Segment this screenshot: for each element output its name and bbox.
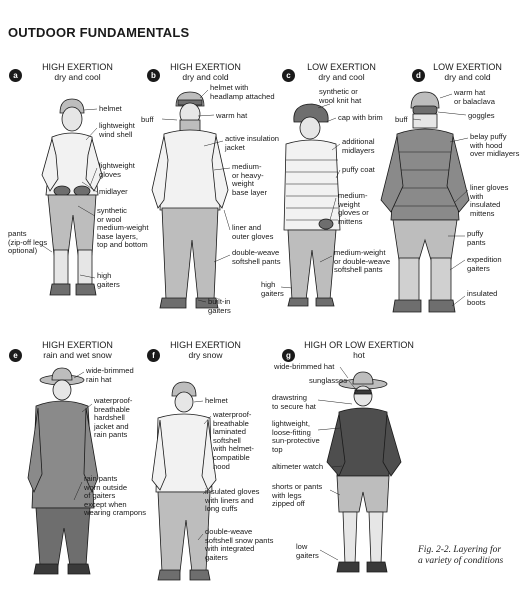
panel-a-letter: a bbox=[9, 69, 22, 82]
label-a-wind-shell: lightweight wind shell bbox=[99, 121, 135, 139]
panel-d-letter: d bbox=[412, 69, 425, 82]
label-b-gloves: liner and outer gloves bbox=[232, 223, 274, 241]
figure-a-illustration bbox=[41, 98, 103, 296]
label-e-hardshell: waterproof- breathable hardshell jacket … bbox=[94, 396, 133, 440]
panel-b-letter: b bbox=[147, 69, 160, 82]
label-c-midlayers: additional midlayers bbox=[342, 137, 375, 155]
figure-c-illustration bbox=[283, 103, 341, 307]
label-e-rain-hat: wide-brimmed rain hat bbox=[86, 366, 134, 384]
label-d-buff: buff bbox=[395, 115, 408, 124]
panel-d-heading: LOW EXERTION bbox=[433, 62, 502, 72]
label-c-gaiters: high gaiters bbox=[261, 280, 284, 298]
label-g-shorts: shorts or pants with legs zipped off bbox=[272, 482, 323, 509]
label-d-puffy-pants: puffy pants bbox=[467, 229, 486, 247]
label-b-helmet-headlamp: helmet with headlamp attached bbox=[210, 83, 275, 101]
label-a-gloves: lightweight gloves bbox=[99, 161, 135, 179]
panel-d-subheading: dry and cold bbox=[444, 72, 491, 82]
label-g-wide-brimmed-hat: wide-brimmed hat bbox=[274, 362, 335, 371]
figure-g-illustration bbox=[326, 371, 402, 573]
label-e-rain-pants-gaiters: rain pants worn outside of gaiters excep… bbox=[84, 474, 147, 518]
panel-g-subheading: hot bbox=[353, 350, 365, 360]
label-g-altimeter-watch: altimeter watch bbox=[272, 462, 324, 471]
panel-g-heading: HIGH OR LOW EXERTION bbox=[304, 340, 414, 350]
panel-e-letter: e bbox=[9, 349, 22, 362]
panel-b-heading: HIGH EXERTION bbox=[170, 62, 241, 72]
label-a-pants: pants (zip-off legs optional) bbox=[8, 229, 48, 256]
label-c-knit-hat: synthetic or wool knit hat bbox=[319, 87, 362, 105]
label-g-sun-top: lightweight, loose-fitting sun-protectiv… bbox=[272, 419, 320, 454]
panel-g-letter: g bbox=[282, 349, 295, 362]
label-f-snow-pants: double-weave softshell snow pants with i… bbox=[205, 527, 274, 562]
label-f-insulated-gloves: insulated gloves with liners and long cu… bbox=[205, 487, 260, 514]
label-b-warm-hat: warm hat bbox=[216, 111, 248, 120]
figure-caption: Fig. 2-2. Layering for a variety of cond… bbox=[418, 545, 504, 566]
figure-d-illustration bbox=[380, 91, 470, 313]
panel-f-subheading: dry snow bbox=[188, 350, 223, 360]
figure-b-illustration bbox=[151, 91, 229, 309]
label-d-hat-balaclava: warm hat or balaclava bbox=[454, 88, 495, 106]
label-f-softshell: waterproof- breathable laminated softshe… bbox=[213, 410, 254, 471]
label-f-helmet: helmet bbox=[205, 396, 228, 405]
label-d-belay-puffy: belay puffy with hood over midlayers bbox=[470, 132, 520, 159]
figure-f-illustration bbox=[151, 381, 217, 581]
label-g-drawstring: drawstring to secure hat bbox=[272, 393, 316, 411]
label-d-insulated-boots: insulated boots bbox=[467, 289, 498, 307]
label-b-insulation-jacket: active insulation jacket bbox=[225, 134, 280, 152]
label-g-sunglasses: sunglasses bbox=[309, 376, 347, 385]
label-b-base-layer: medium- or heavy- weight base layer bbox=[232, 162, 268, 197]
label-d-goggles: goggles bbox=[468, 111, 495, 120]
label-c-cap-with-brim: cap with brim bbox=[338, 113, 383, 122]
label-b-buff: buff bbox=[141, 115, 154, 124]
label-c-softshell-pants: medium-weight or double-weave softshell … bbox=[334, 248, 391, 275]
label-d-mittens: liner gloves with insulated mittens bbox=[470, 183, 509, 218]
label-b-softshell-pants: double-weave softshell pants bbox=[232, 248, 281, 266]
page-title: OUTDOOR FUNDAMENTALS bbox=[8, 25, 190, 40]
panel-c-letter: c bbox=[282, 69, 295, 82]
panel-e-subheading: rain and wet snow bbox=[43, 350, 112, 360]
label-a-gaiters: high gaiters bbox=[97, 271, 120, 289]
label-c-puffy-coat: puffy coat bbox=[342, 165, 375, 174]
figure-e-illustration bbox=[27, 367, 99, 575]
panel-c-subheading: dry and cool bbox=[318, 72, 365, 82]
label-a-midlayer: midlayer bbox=[99, 187, 128, 196]
label-a-base-layers: synthetic or wool medium-weight base lay… bbox=[97, 206, 149, 250]
panel-b-subheading: dry and cold bbox=[182, 72, 229, 82]
panel-a-subheading: dry and cool bbox=[54, 72, 101, 82]
panel-c-heading: LOW EXERTION bbox=[307, 62, 376, 72]
panel-e-heading: HIGH EXERTION bbox=[42, 340, 113, 350]
label-d-expedition-gaiters: expedition gaiters bbox=[467, 255, 502, 273]
label-b-built-in-gaiters: built-in gaiters bbox=[208, 297, 231, 315]
label-a-helmet: helmet bbox=[99, 104, 122, 113]
label-c-gloves: medium- weight gloves or mittens bbox=[338, 191, 369, 226]
label-g-low-gaiters: low gaiters bbox=[296, 542, 319, 560]
panel-f-letter: f bbox=[147, 349, 160, 362]
panel-a-heading: HIGH EXERTION bbox=[42, 62, 113, 72]
panel-f-heading: HIGH EXERTION bbox=[170, 340, 241, 350]
